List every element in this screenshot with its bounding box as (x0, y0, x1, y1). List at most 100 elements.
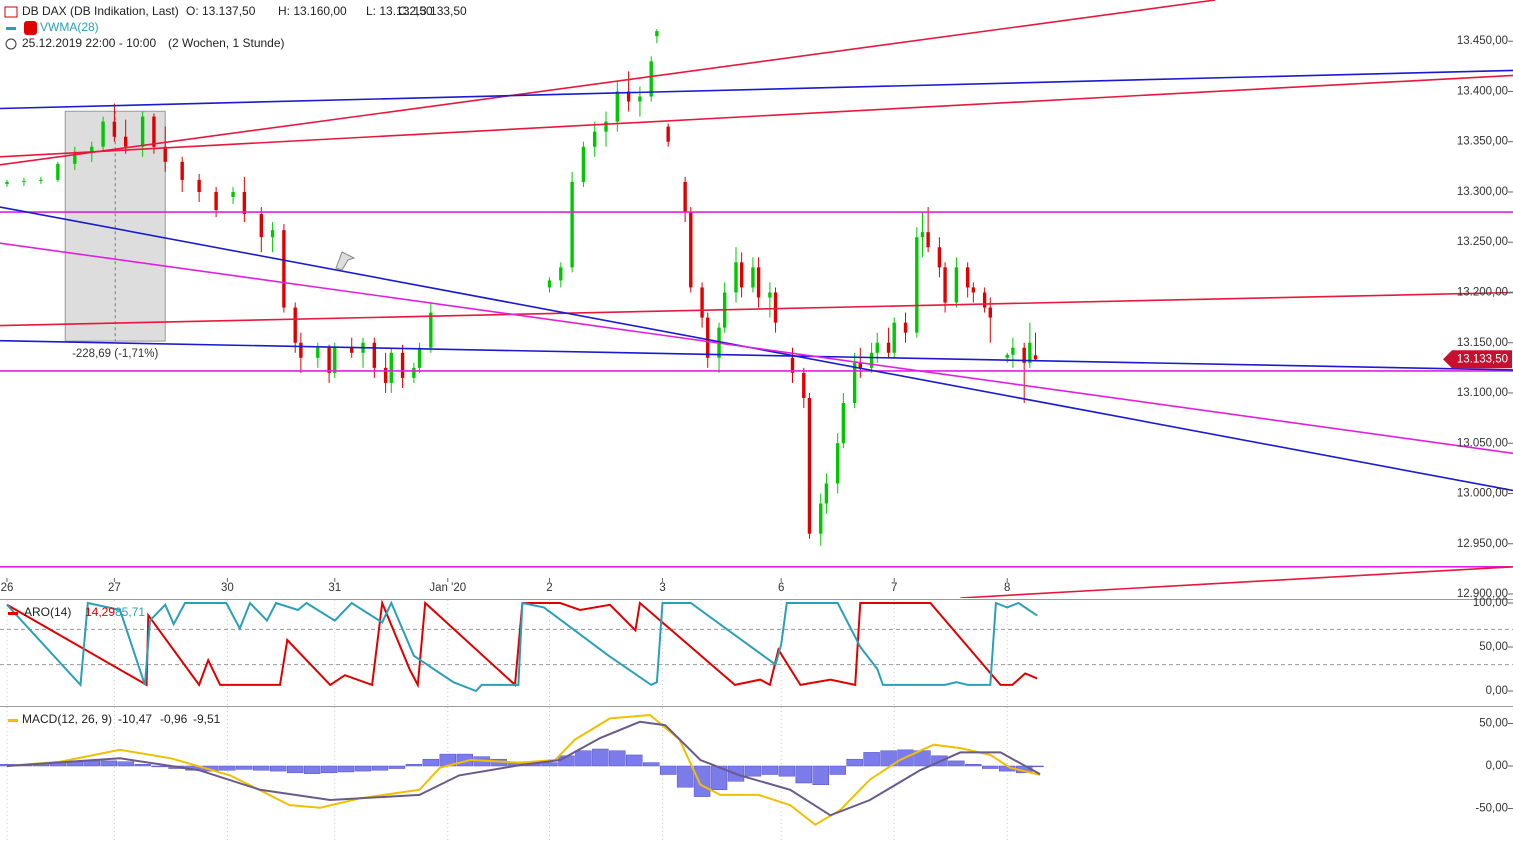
candle-body (593, 131, 597, 147)
histogram-bar (609, 750, 626, 767)
legend-value: -9,51 (193, 712, 221, 726)
candle-body (768, 292, 772, 298)
y-tick-label: 12.950,00 (1457, 538, 1508, 550)
candle-body (869, 352, 874, 368)
chart-title: DB DAX (DB Indikation, Last) (22, 4, 179, 18)
histogram-bar (354, 765, 372, 772)
trend-line (0, 339, 1513, 371)
y-tick-label: 13.100,00 (1457, 387, 1508, 399)
y-tick-label: 13.000,00 (1457, 488, 1508, 500)
candle-body (242, 191, 247, 215)
candle-body (903, 322, 908, 333)
candle-body (841, 403, 846, 444)
trend-line (0, 74, 1513, 158)
candle-body (270, 230, 275, 238)
y-tick-label: 13.050,00 (1457, 437, 1508, 449)
measure-label: -228,69 (-1,71%) (72, 348, 158, 360)
histogram-bar (592, 748, 609, 767)
header: DB DAX (DB Indikation, Last) O: 13.137,5… (4, 4, 467, 271)
histogram-bar (100, 760, 117, 767)
candle-body (626, 91, 631, 102)
histogram-bar (388, 765, 406, 769)
histogram-bar (659, 765, 677, 775)
legend-value: -0,96 (160, 712, 188, 726)
histogram-bar (710, 765, 728, 791)
candle-body (350, 347, 354, 353)
axes: 12.900,00 12.950,00 13.000,00 13.050,00 13.1… (1, 35, 1513, 815)
range: (2 Wochen, 1 Stunde) (168, 36, 285, 50)
histogram-bar (337, 765, 355, 773)
candle-body (915, 237, 919, 333)
candle-body (1028, 342, 1032, 363)
histogram-bar (863, 752, 880, 767)
y-tick-label: -50,00 (1475, 803, 1508, 815)
macd-panel (0, 707, 1044, 842)
ohlc-high: H: 13.160,00 (278, 4, 347, 18)
candle-body (197, 179, 201, 192)
candle-body (429, 312, 433, 348)
histogram-bar (761, 765, 779, 775)
candle-body (756, 267, 761, 298)
candle-body (892, 322, 896, 353)
candle-body (140, 116, 145, 147)
candle-body (807, 397, 812, 534)
histogram-bar (626, 754, 643, 767)
histogram-bar (829, 765, 846, 775)
candle-body (886, 342, 891, 353)
y-tick-label: 13.150,00 (1457, 337, 1508, 349)
alert-icon (24, 21, 37, 35)
histogram-bar (202, 765, 219, 772)
candle-body (1033, 355, 1038, 360)
trend-line (0, 291, 1513, 327)
histogram-bar (219, 765, 236, 771)
histogram-bar (693, 765, 711, 797)
y-tick-label: 50,00 (1479, 718, 1508, 730)
y-tick-label: 0,00 (1486, 685, 1508, 697)
candle-body (333, 347, 337, 373)
histogram-bar (642, 762, 660, 767)
candle-body (734, 262, 738, 293)
y-tick-label: 13.250,00 (1457, 236, 1508, 248)
price-panel: -228,69 (-1,71%) (0, 0, 1513, 598)
histogram-bar (134, 764, 151, 767)
x-tick-label: 30 (221, 582, 234, 594)
x-tick-label: 31 (328, 582, 341, 594)
candle-body (327, 347, 331, 373)
histogram-bar (846, 758, 863, 767)
candle-body (299, 342, 303, 358)
indicator-line (6, 713, 1041, 826)
candle-body (982, 292, 987, 308)
indicator-line (6, 600, 1038, 689)
y-tick-label: 100,00 (1473, 597, 1508, 609)
x-tick-label: 7 (891, 582, 897, 594)
macd-legend: MACD(12, 26, 9) -10,47 -0,96 -9,51 (8, 712, 221, 726)
histogram-bar (83, 760, 100, 767)
clock-icon (5, 38, 17, 50)
candle-body (22, 180, 26, 182)
candle-body (700, 287, 704, 318)
candle-body (638, 96, 642, 102)
candle-body (988, 307, 992, 318)
histogram-bar (778, 765, 796, 777)
chart-icon (4, 6, 18, 18)
trend-line (0, 242, 1513, 455)
candle-body (920, 232, 925, 238)
x-tick-label: 8 (1004, 582, 1010, 594)
candle-body (214, 191, 218, 211)
candle-body (152, 116, 156, 147)
legend-value: 14,29 (85, 605, 115, 619)
indicator-label: VWMA(28) (40, 20, 99, 34)
ohlc-open: O: 13.137,50 (186, 4, 256, 18)
candle-body (282, 230, 286, 308)
histogram-bar (270, 765, 287, 772)
candle-body (706, 317, 710, 358)
price-tag (1443, 350, 1512, 369)
candle-body (836, 443, 840, 484)
candle-body (954, 267, 959, 303)
candle-body (231, 191, 235, 197)
legend-swatch (8, 719, 18, 722)
candle-body (383, 367, 388, 383)
histogram-bar (744, 765, 762, 777)
